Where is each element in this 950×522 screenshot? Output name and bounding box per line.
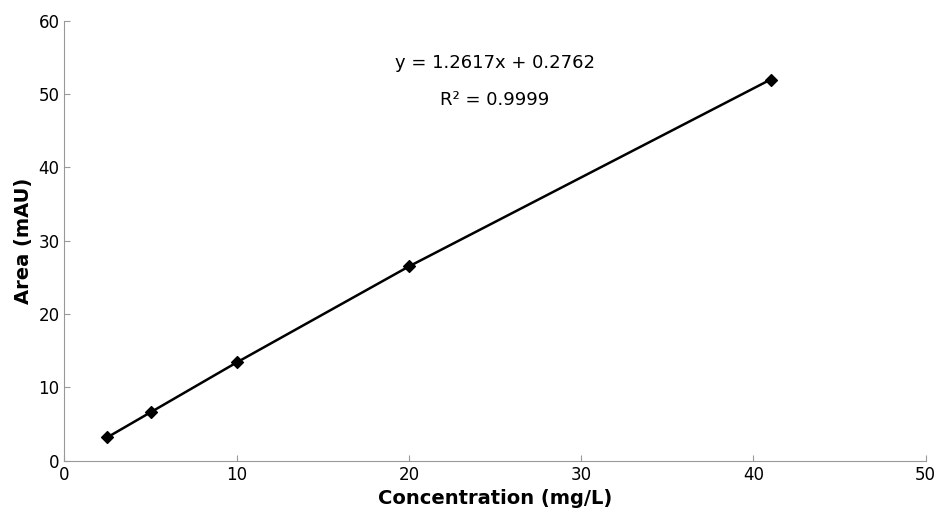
X-axis label: Concentration (mg/L): Concentration (mg/L) [378, 489, 612, 508]
Point [229, 358, 244, 366]
Point [763, 75, 778, 84]
Text: R² = 0.9999: R² = 0.9999 [441, 91, 550, 109]
Point [401, 262, 416, 270]
Point [100, 433, 115, 442]
Point [142, 408, 158, 417]
Y-axis label: Area (mAU): Area (mAU) [14, 177, 33, 304]
Text: y = 1.2617x + 0.2762: y = 1.2617x + 0.2762 [395, 54, 595, 72]
